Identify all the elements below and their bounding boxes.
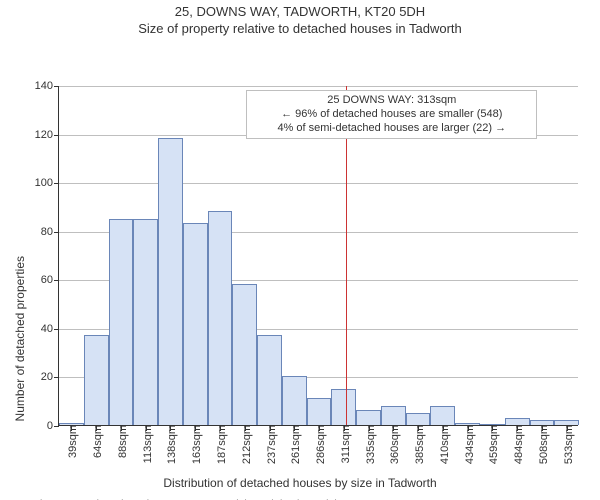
x-tick-mark xyxy=(443,426,444,431)
histogram-bar xyxy=(282,376,307,425)
x-tick-mark xyxy=(195,426,196,431)
histogram-bar xyxy=(133,219,158,425)
x-tick-mark xyxy=(393,426,394,431)
histogram-bar xyxy=(84,335,109,425)
histogram-bar xyxy=(232,284,257,425)
histogram-bar xyxy=(331,389,356,425)
histogram-bar xyxy=(430,406,455,425)
histogram-bar xyxy=(307,398,332,425)
x-tick-mark xyxy=(294,426,295,431)
address-line: 25, DOWNS WAY, TADWORTH, KT20 5DH xyxy=(0,4,600,19)
x-tick-mark xyxy=(344,426,345,431)
histogram-bar xyxy=(158,138,183,425)
plot-area: 02040608010012014039sqm64sqm88sqm113sqm1… xyxy=(58,86,578,426)
y-tick-mark xyxy=(54,377,59,378)
histogram-bar xyxy=(381,406,406,425)
histogram-chart: 02040608010012014039sqm64sqm88sqm113sqm1… xyxy=(0,42,600,426)
x-tick-mark xyxy=(71,426,72,431)
y-tick-mark xyxy=(54,280,59,281)
annotation-line: 25 DOWNS WAY: 313sqm xyxy=(253,94,530,108)
x-tick-mark xyxy=(517,426,518,431)
histogram-bar xyxy=(356,410,381,425)
histogram-bar xyxy=(505,418,530,425)
annotation-box: 25 DOWNS WAY: 313sqm← 96% of detached ho… xyxy=(246,90,537,139)
histogram-bar xyxy=(208,211,233,425)
histogram-bar xyxy=(257,335,282,425)
x-tick-mark xyxy=(96,426,97,431)
y-tick-mark xyxy=(54,329,59,330)
annotation-line: 4% of semi-detached houses are larger (2… xyxy=(253,122,530,136)
x-tick-mark xyxy=(369,426,370,431)
y-tick-mark xyxy=(54,135,59,136)
y-tick-mark xyxy=(54,426,59,427)
y-tick-mark xyxy=(54,86,59,87)
x-tick-mark xyxy=(418,426,419,431)
x-tick-mark xyxy=(146,426,147,431)
x-tick-mark xyxy=(170,426,171,431)
x-tick-mark xyxy=(121,426,122,431)
x-tick-mark xyxy=(567,426,568,431)
y-tick-mark xyxy=(54,232,59,233)
gridline xyxy=(59,86,578,87)
y-axis-label: Number of detached properties xyxy=(13,256,27,421)
gridline xyxy=(59,183,578,184)
histogram-bar xyxy=(109,219,134,425)
x-tick-mark xyxy=(245,426,246,431)
annotation-line: ← 96% of detached houses are smaller (54… xyxy=(253,108,530,122)
x-tick-mark xyxy=(220,426,221,431)
subtitle: Size of property relative to detached ho… xyxy=(0,21,600,36)
x-tick-mark xyxy=(542,426,543,431)
histogram-bar xyxy=(406,413,431,425)
y-tick-mark xyxy=(54,183,59,184)
x-tick-mark xyxy=(270,426,271,431)
x-tick-mark xyxy=(468,426,469,431)
x-tick-mark xyxy=(319,426,320,431)
x-axis-label: Distribution of detached houses by size … xyxy=(0,476,600,490)
x-tick-mark xyxy=(492,426,493,431)
histogram-bar xyxy=(183,223,208,425)
